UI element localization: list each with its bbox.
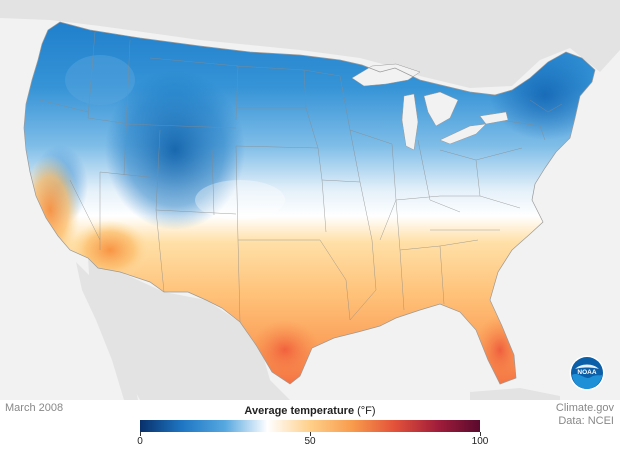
map-canvas	[0, 0, 620, 400]
noaa-logo-text: NOAA	[577, 369, 596, 376]
legend-color-bar	[140, 420, 480, 432]
credit-source: Climate.gov	[555, 402, 614, 414]
legend-tick-mark	[139, 432, 141, 436]
legend-title: Average temperature (°F)	[140, 405, 480, 417]
legend-tick-label: 50	[304, 436, 316, 447]
legend-tick-mark	[309, 432, 311, 436]
lake-michigan	[401, 93, 419, 151]
legend-title-unit: (°F)	[357, 405, 376, 417]
great-lakes	[351, 63, 509, 151]
legend-title-text: Average temperature	[244, 405, 355, 417]
credit-data: Data: NCEI	[558, 415, 614, 427]
date-label: March 2008	[5, 402, 64, 414]
state-boundaries	[39, 31, 563, 323]
cuba-island	[470, 388, 560, 400]
noaa-logo: NOAA	[569, 355, 605, 391]
lake-ontario	[479, 111, 509, 125]
temperature-field	[24, 22, 595, 384]
mexico-landmass	[88, 258, 290, 400]
lake-erie	[439, 123, 487, 145]
lake-superior	[351, 63, 421, 87]
legend-tick-label: 100	[471, 436, 489, 447]
baja-peninsula	[76, 262, 138, 400]
lake-huron	[423, 91, 459, 127]
canada-landmass	[0, 0, 620, 88]
legend-tick-label: 0	[137, 436, 143, 447]
legend-tick-mark	[479, 432, 481, 436]
temperature-map: NOAA	[0, 0, 620, 400]
credit: Climate.gov Data: NCEI	[556, 402, 614, 428]
